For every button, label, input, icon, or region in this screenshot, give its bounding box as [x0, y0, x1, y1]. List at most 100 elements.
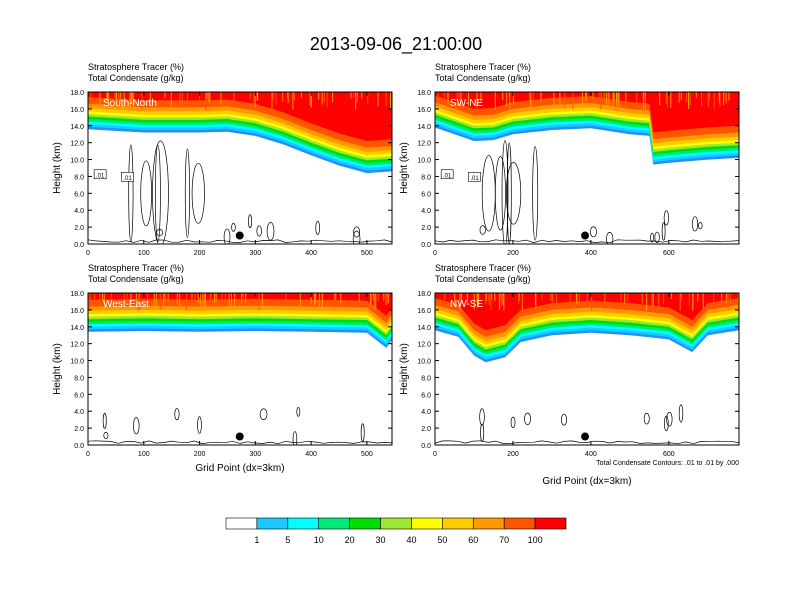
y-tick-label: 18.0	[417, 291, 431, 298]
y-tick-label: 0.0	[74, 443, 84, 450]
plot-area: .01 .01	[435, 92, 739, 244]
panels: .01 .01 South-North Stratosphere Tracer (%)…	[52, 62, 740, 487]
y-tick-label: 12.0	[417, 342, 431, 349]
condensate-contour	[501, 140, 509, 244]
colorbar-label: 40	[406, 535, 416, 545]
y-tick-label: 4.0	[421, 208, 431, 215]
condensate-contour	[223, 228, 231, 244]
y-tick-label: 16.0	[70, 308, 84, 315]
condensate-contour	[174, 408, 180, 421]
colorbar: 1 5 10 20 30 40 50 60 70 100	[225, 517, 567, 545]
condensate-contour	[479, 408, 485, 426]
tracer-band	[435, 92, 739, 133]
condensate-contour	[561, 413, 568, 426]
condensate-contour	[663, 415, 669, 432]
x-tick-label: 500	[361, 250, 373, 257]
panel-title-line1: Stratosphere Tracer (%)	[88, 263, 184, 273]
condensate-contour	[296, 406, 301, 417]
colorbar-box	[225, 517, 258, 530]
x-tick-label: 0	[433, 250, 437, 257]
panel-title-line2: Total Condensate (g/kg)	[435, 274, 531, 284]
y-tick-label: 10.0	[70, 359, 84, 366]
x-tick-label: 400	[585, 451, 597, 458]
y-tick-label: 18.0	[70, 291, 84, 298]
condensate-contour	[532, 146, 539, 241]
x-tick-label: 500	[361, 451, 373, 458]
colorbar-box	[442, 517, 474, 530]
location-dot	[235, 432, 244, 441]
condensate-contour	[663, 210, 669, 226]
condensate-contour	[154, 144, 161, 243]
x-tick-label: 300	[249, 250, 261, 257]
y-tick-label: 8.0	[421, 174, 431, 181]
panel-label: West-East	[103, 299, 149, 310]
condensate-contour	[292, 431, 298, 445]
condensate-contour	[494, 156, 506, 231]
y-tick-label: 14.0	[417, 325, 431, 332]
y-tick-label: 10.0	[417, 359, 431, 366]
tracer-band	[88, 92, 392, 141]
plot-area	[435, 293, 739, 445]
y-tick-label: 2.0	[74, 426, 84, 433]
x-axis-label: Grid Point (dx=3km)	[195, 463, 284, 474]
colorbar-box	[534, 517, 567, 530]
condensate-contour	[524, 412, 531, 426]
colorbar-label: 20	[345, 535, 355, 545]
y-tick-label: 4.0	[421, 409, 431, 416]
x-tick-label: 100	[138, 451, 150, 458]
y-tick-label: 16.0	[417, 107, 431, 114]
condensate-contour	[266, 222, 275, 241]
condensate-contour	[360, 423, 365, 442]
condensate-contour	[606, 232, 614, 244]
y-axis-label: Height (km)	[52, 343, 63, 395]
x-tick-label: 200	[507, 451, 519, 458]
colorbar-box	[503, 517, 536, 530]
condensate-contour	[666, 411, 673, 427]
panel-sw-ne: .01 .01 SW-NE Stratosphere Tracer (%)Total …	[399, 62, 740, 257]
y-tick-label: 0.0	[74, 242, 84, 249]
x-tick-label: 200	[194, 250, 206, 257]
condensate-contour	[103, 431, 109, 439]
condensate-contour	[256, 225, 262, 237]
colorbar-box	[349, 517, 381, 530]
x-tick-label: 200	[194, 451, 206, 458]
plot-frame	[87, 91, 393, 245]
y-tick-label: 0.0	[421, 242, 431, 249]
condensate-contour	[315, 220, 321, 235]
plot-frame	[434, 91, 740, 245]
colorbar-label: 5	[285, 535, 290, 545]
y-tick-label: 2.0	[421, 225, 431, 232]
panel-title-line1: Stratosphere Tracer (%)	[435, 263, 531, 273]
colorbar-box	[256, 517, 289, 530]
contour-note: Total Condensate Contours: .01 to .01 by…	[596, 460, 739, 467]
y-axis-label: Height (km)	[52, 142, 63, 194]
condensate-contour	[589, 226, 597, 238]
condensate-contour	[133, 417, 140, 435]
condensate-contour	[140, 160, 152, 227]
y-tick-label: 6.0	[74, 191, 84, 198]
panel-west-east: West-East Stratosphere Tracer (%)Total Co…	[52, 263, 393, 474]
y-tick-label: 6.0	[74, 392, 84, 399]
terrain-line	[88, 440, 392, 445]
contour-label: .01	[96, 173, 105, 179]
contour-label-box	[440, 169, 454, 180]
panel-title-line2: Total Condensate (g/kg)	[435, 73, 531, 83]
y-axis-label: Height (km)	[399, 343, 410, 395]
location-dot	[235, 231, 244, 240]
y-tick-label: 2.0	[74, 225, 84, 232]
plot-area	[88, 293, 392, 445]
x-tick-label: 400	[305, 451, 317, 458]
y-tick-label: 2.0	[421, 426, 431, 433]
y-tick-label: 10.0	[70, 158, 84, 165]
y-tick-label: 16.0	[70, 107, 84, 114]
y-tick-label: 8.0	[74, 375, 84, 382]
y-tick-label: 8.0	[421, 375, 431, 382]
condensate-contour	[643, 412, 650, 425]
contour-label: .01	[470, 176, 479, 182]
y-tick-label: 10.0	[417, 158, 431, 165]
x-tick-label: 600	[663, 451, 675, 458]
condensate-contour	[191, 162, 205, 224]
contour-label: .01	[443, 173, 452, 179]
